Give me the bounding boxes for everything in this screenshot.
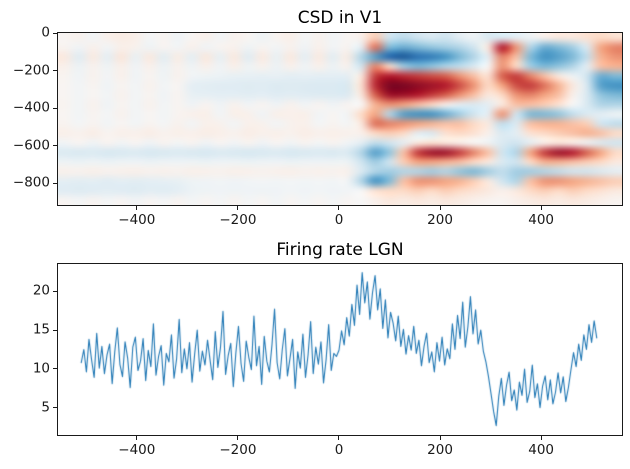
x-tick-label: 400 xyxy=(528,442,555,458)
x-tick-label: 0 xyxy=(334,442,344,458)
y-tick-label: 15 xyxy=(32,321,50,338)
x-tick-mark xyxy=(237,436,239,440)
y-tick-mark xyxy=(53,290,57,292)
y-tick-label: 20 xyxy=(32,282,50,299)
y-tick-mark xyxy=(53,107,57,109)
firing-rate-line-plot xyxy=(57,263,623,436)
x-tick-mark xyxy=(540,206,542,210)
x-tick-mark xyxy=(338,436,340,440)
y-tick-label: −600 xyxy=(12,137,50,154)
y-tick-mark xyxy=(53,368,57,370)
x-tick-label: 200 xyxy=(427,212,453,228)
y-tick-label: 5 xyxy=(41,399,50,416)
y-tick-mark xyxy=(53,182,57,184)
x-tick-label: −400 xyxy=(118,442,156,458)
firing-rate-line-canvas xyxy=(58,264,622,435)
y-tick-mark xyxy=(53,32,57,34)
y-tick-label: −800 xyxy=(12,174,50,191)
y-tick-mark xyxy=(53,329,57,331)
x-tick-mark xyxy=(439,436,441,440)
csd-chart-title: CSD in V1 xyxy=(297,8,383,28)
firing-rate-chart-title: Firing rate LGN xyxy=(276,240,404,260)
x-tick-mark xyxy=(540,436,542,440)
x-tick-mark xyxy=(136,436,138,440)
y-tick-mark xyxy=(53,145,57,147)
y-tick-label: −400 xyxy=(12,99,50,116)
x-tick-label: 0 xyxy=(334,212,344,228)
y-tick-mark xyxy=(53,407,57,409)
x-tick-label: −200 xyxy=(219,212,257,228)
y-tick-label: −200 xyxy=(12,62,50,79)
y-tick-mark xyxy=(53,70,57,72)
y-tick-label: 10 xyxy=(32,360,50,377)
x-tick-label: −200 xyxy=(219,442,257,458)
x-tick-mark xyxy=(439,206,441,210)
csd-heatmap-plot xyxy=(57,32,623,206)
y-tick-label: 0 xyxy=(41,24,50,41)
x-tick-label: 400 xyxy=(528,212,555,228)
x-tick-mark xyxy=(338,206,340,210)
x-tick-mark xyxy=(136,206,138,210)
csd-heatmap-canvas xyxy=(58,33,622,205)
x-tick-label: −400 xyxy=(118,212,156,228)
x-tick-mark xyxy=(237,206,239,210)
x-tick-label: 200 xyxy=(427,442,453,458)
